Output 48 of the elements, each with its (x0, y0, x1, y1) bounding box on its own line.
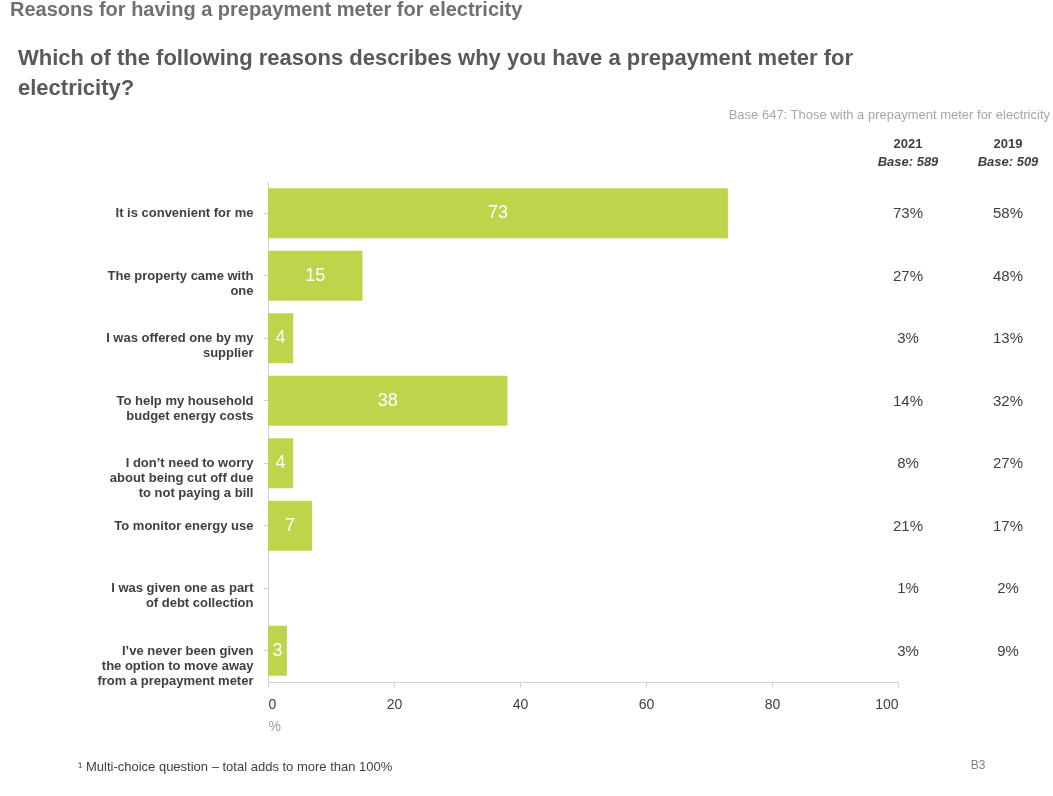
y-tick-label: I don’t need to worry about being cut off due to not paying a bill (109, 455, 255, 501)
text: ¹ Multi-choice question – total adds to more than 100% (78, 759, 393, 774)
text: 2% (997, 579, 1019, 597)
x-tick-label: 20 (386, 695, 403, 712)
text: Reasons for having a prepayment meter for electricity (10, 0, 524, 20)
x-axis-title: % (268, 717, 281, 734)
text: Base: 589 (877, 154, 940, 169)
data-label: 73 (487, 202, 508, 223)
chart-subtitle: Base 647: Those with a prepayment meter for electricity (728, 107, 1051, 122)
annotation: 73% (892, 204, 924, 222)
text: 9% (997, 641, 1019, 659)
annotation: 3% (897, 329, 919, 347)
data-label: 4 (275, 327, 286, 348)
y-tick-label: I’ve never been given the option to move away from a prepayment meter (97, 642, 255, 688)
annotation: 3% (897, 641, 919, 659)
y-tick-label: I was offered one by my supplier (106, 330, 255, 361)
annotation: 21% (892, 516, 924, 534)
annotation: 8% (897, 454, 919, 472)
text: B3 (970, 758, 986, 772)
text: 27% (992, 454, 1024, 472)
data-label: 15 (305, 264, 326, 285)
text: 32% (992, 391, 1024, 409)
annotation: 1% (897, 579, 919, 597)
y-tick-label: To monitor energy use (114, 517, 254, 533)
text: 48% (992, 266, 1024, 284)
text: Base: 509 (977, 154, 1040, 169)
text: Which of the following reasons describes why you have a prepayment meter for (18, 45, 853, 70)
text: 2021 (893, 136, 923, 151)
x-tick-label: 80 (764, 695, 781, 712)
text: 13% (992, 329, 1024, 347)
data-label: 4 (275, 452, 286, 473)
x-tick-label: 60 (638, 695, 655, 712)
text: 58% (992, 204, 1024, 222)
x-tick-label: 0 (268, 695, 277, 712)
data-label: 38 (377, 389, 398, 410)
annotation: 27% (892, 266, 924, 284)
x-tick-label: 100 (875, 695, 899, 712)
data-label: 7 (285, 514, 296, 535)
text: 2019 (993, 136, 1023, 151)
text: 17% (992, 516, 1024, 534)
y-tick-label: To help my household budget energy costs (116, 392, 254, 423)
x-tick-label: 40 (512, 695, 529, 712)
text: electricity? (18, 75, 135, 100)
y-tick-label: I was given one as part of debt collection (111, 580, 255, 611)
y-tick-label: It is convenient for me (115, 205, 254, 221)
data-label: 3 (272, 639, 283, 660)
y-tick-label: The property came with one (107, 267, 254, 298)
annotation: 14% (892, 391, 924, 409)
